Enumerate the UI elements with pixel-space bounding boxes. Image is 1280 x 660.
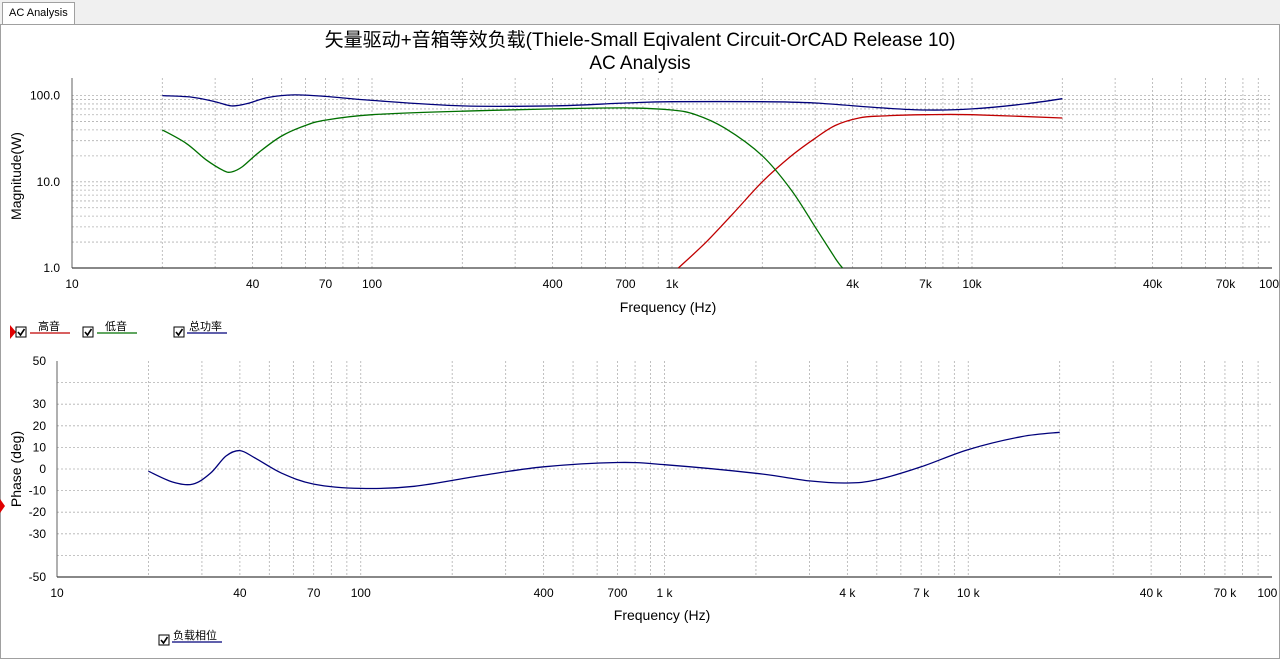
x-tick-label: 10k <box>962 277 982 291</box>
x-tick-label: 100 k <box>1257 586 1280 600</box>
x-tick-label: 4k <box>846 277 860 291</box>
magnitude-xlabel: Frequency (Hz) <box>620 299 716 315</box>
checkbox-icon[interactable] <box>15 326 27 338</box>
x-tick-label: 40 <box>233 586 247 600</box>
legend-label: 负载相位 <box>173 628 217 642</box>
chart-title: 矢量驱动+音箱等效负载(Thiele-Small Eqivalent Circu… <box>325 29 956 51</box>
x-tick-label: 40k <box>1143 277 1163 291</box>
magnitude-axis-marker-icon[interactable] <box>10 325 16 339</box>
x-tick-label: 10 <box>65 277 79 291</box>
x-tick-label: 7k <box>919 277 933 291</box>
series-line <box>162 94 1063 111</box>
x-tick-label: 70k <box>1216 277 1236 291</box>
x-tick-label: 10 k <box>957 586 981 600</box>
y-tick-label: -20 <box>29 505 47 519</box>
y-tick-label: -10 <box>29 484 47 498</box>
x-tick-label: 70 k <box>1214 586 1238 600</box>
legend-item-woofer[interactable]: 低音 <box>82 319 137 338</box>
checkmark-icon <box>84 328 93 337</box>
phase-ylabel: Phase (deg) <box>8 431 24 507</box>
y-tick-label: 100.0 <box>30 89 60 103</box>
legend-item-tweeter[interactable]: 高音 <box>15 319 70 338</box>
x-tick-label: 40 <box>246 277 260 291</box>
y-tick-label: 1.0 <box>43 261 60 275</box>
legend-item-load-phase[interactable]: 负载相位 <box>158 628 222 646</box>
checkbox-icon[interactable] <box>82 326 94 338</box>
y-tick-label: 30 <box>33 397 47 411</box>
checkmark-icon <box>175 328 184 337</box>
series-line <box>161 107 844 269</box>
x-tick-label: 400 <box>543 277 563 291</box>
series-line <box>677 113 1063 269</box>
x-tick-label: 700 <box>616 277 636 291</box>
x-tick-label: 1 k <box>656 586 673 600</box>
chart-subtitle: AC Analysis <box>589 53 690 74</box>
x-tick-label: 10 <box>50 586 64 600</box>
tab-strip: AC Analysis <box>0 0 1280 25</box>
magnitude-ylabel: Magnitude(W) <box>8 132 24 220</box>
y-tick-label: 50 <box>33 354 47 368</box>
checkbox-icon[interactable] <box>173 326 185 338</box>
legend-label: 总功率 <box>189 319 222 333</box>
x-tick-label: 7 k <box>913 586 930 600</box>
x-tick-label: 700 <box>607 586 627 600</box>
legend-item-total-power[interactable]: 总功率 <box>173 319 227 338</box>
x-tick-label: 40 k <box>1140 586 1164 600</box>
x-tick-label: 70 <box>319 277 333 291</box>
x-tick-label: 100 <box>351 586 371 600</box>
y-tick-label: 0 <box>39 462 46 476</box>
y-tick-label: -50 <box>29 570 47 584</box>
phase-xlabel: Frequency (Hz) <box>614 607 710 623</box>
y-tick-label: -30 <box>29 527 47 541</box>
checkmark-icon <box>160 636 169 645</box>
tab-ac-analysis[interactable]: AC Analysis <box>2 2 75 24</box>
y-tick-label: 10.0 <box>37 175 61 189</box>
x-tick-label: 100k <box>1259 277 1280 291</box>
x-tick-label: 400 <box>534 586 554 600</box>
y-tick-label: 20 <box>33 419 47 433</box>
legend-label: 低音 <box>105 319 127 333</box>
x-tick-label: 70 <box>307 586 321 600</box>
checkmark-icon <box>17 328 26 337</box>
legend-label: 高音 <box>38 319 60 333</box>
x-tick-label: 1k <box>666 277 680 291</box>
phase-axis-marker-icon[interactable] <box>0 499 5 513</box>
magnitude-plot: 10 40 70 100 400 700 1k 4k 7k 10k 40k 70k 100k 1.0 10.… <box>30 78 1280 291</box>
x-tick-label: 4 k <box>839 586 856 600</box>
x-tick-label: 100 <box>362 277 382 291</box>
series-line <box>148 431 1060 490</box>
y-tick-label: 10 <box>33 440 47 454</box>
checkbox-icon[interactable] <box>158 634 170 646</box>
